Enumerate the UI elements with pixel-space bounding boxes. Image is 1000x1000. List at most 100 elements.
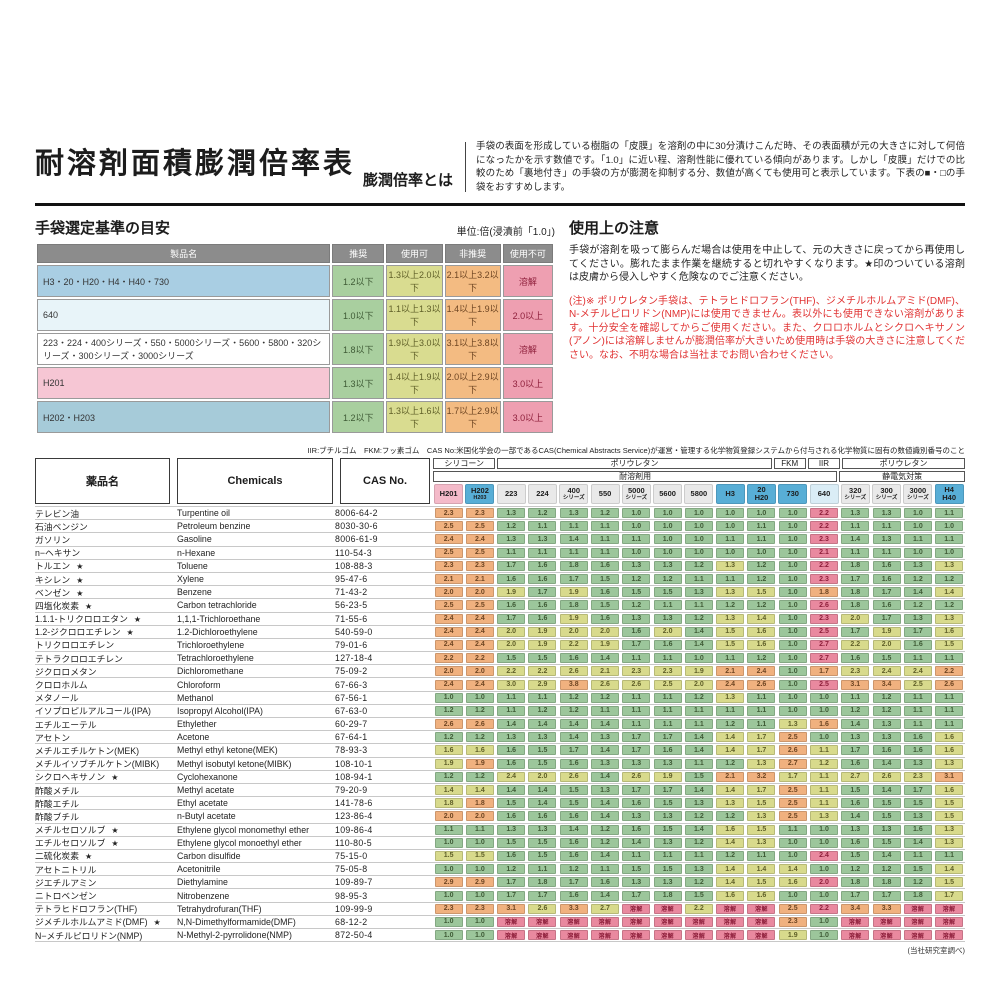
value-slot: 1.2 xyxy=(746,574,777,585)
rating-cell: 1.0 xyxy=(778,600,807,611)
product-header-slot: 20 H20 xyxy=(746,484,777,504)
rating-cell: 1.3 xyxy=(622,613,651,624)
purpose-group-label: 静電気対策 xyxy=(839,471,965,482)
rating-cell: 2.7 xyxy=(841,771,870,782)
rating-cell: 1.2 xyxy=(528,508,557,519)
value-slot: 1.5 xyxy=(871,811,902,822)
solubility-cell: 溶解 xyxy=(622,903,651,914)
rating-cell: 1.2 xyxy=(747,574,776,585)
value-slot: 1.2 xyxy=(621,574,652,585)
value-slot: 1.0 xyxy=(433,930,464,941)
value-slot: 1.2 xyxy=(902,574,933,585)
value-slot: 1.5 xyxy=(652,587,683,598)
value-slot: 1.3 xyxy=(871,534,902,545)
rating-cell: 1.4 xyxy=(497,719,526,730)
value-slot: 1.2 xyxy=(652,574,683,585)
usage-note-black: 手袋が溶剤を吸って膨らんだ場合は使用を中止して、元の大きさに戻ってから再使用して… xyxy=(569,245,965,283)
value-slot: 1.6 xyxy=(902,745,933,756)
chemical-name-jp: メチルイソブチルケトン(MIBK) xyxy=(35,759,160,770)
product-sublabel: H40 xyxy=(942,493,957,502)
value-slot: 1.6 xyxy=(746,890,777,901)
rating-cell: 1.6 xyxy=(559,811,588,822)
value-slot: 1.3 xyxy=(652,613,683,624)
rating-cell: 1.2 xyxy=(716,758,745,769)
rating-cell: 1.0 xyxy=(434,837,463,848)
rating-cell: 2.3 xyxy=(434,508,463,519)
value-slot: 1.6 xyxy=(621,798,652,809)
rating-cell: 1.0 xyxy=(465,916,494,927)
header-rule xyxy=(35,203,965,206)
rating-cell: 1.8 xyxy=(841,600,870,611)
value-slot: 1.3 xyxy=(746,837,777,848)
rating-range-cell: 溶解 xyxy=(502,333,553,365)
value-slot: 1.4 xyxy=(558,719,589,730)
value-slot: 1.3 xyxy=(715,587,746,598)
cas-number: 8006-61-9 xyxy=(335,534,378,545)
product-sublabel: H20 xyxy=(754,493,769,502)
chemical-name-en: Ethylene glycol monoethyl ether xyxy=(177,837,302,848)
value-slot: 1.1 xyxy=(808,785,839,796)
value-slot: 1.1 xyxy=(683,758,714,769)
value-slot: 1.1 xyxy=(621,653,652,664)
chemical-name-en: N,N-Dimethylformamide(DMF) xyxy=(177,916,296,927)
rating-cell: 2.5 xyxy=(778,811,807,822)
rating-cell: 1.0 xyxy=(810,705,839,716)
value-slot: 1.0 xyxy=(433,837,464,848)
rating-cell: 1.1 xyxy=(497,692,526,703)
rating-cell: 2.5 xyxy=(434,521,463,532)
value-slot: 2.3 xyxy=(808,574,839,585)
value-slot: 3.0 xyxy=(496,679,527,690)
value-slot: 1.2 xyxy=(746,653,777,664)
cas-number: 75-09-2 xyxy=(335,666,368,677)
value-slot: 2.3 xyxy=(433,903,464,914)
value-slot: 1.0 xyxy=(777,679,808,690)
rating-cell: 1.6 xyxy=(497,850,526,861)
rating-cell: 1.3 xyxy=(591,732,620,743)
rating-cell: 1.0 xyxy=(778,653,807,664)
rating-cell: 1.2 xyxy=(684,811,713,822)
rating-cell: 1.3 xyxy=(591,785,620,796)
rating-cell: 1.9 xyxy=(559,613,588,624)
rating-cell: 2.2 xyxy=(810,903,839,914)
rating-cell: 1.6 xyxy=(497,811,526,822)
value-slot: 1.0 xyxy=(683,521,714,532)
rating-cell: 2.4 xyxy=(747,666,776,677)
value-slot: 1.6 xyxy=(558,653,589,664)
product-label: H201 xyxy=(439,489,458,498)
rating-cell: 1.7 xyxy=(528,587,557,598)
value-slot: 溶解 xyxy=(496,930,527,941)
rating-cell: 1.3 xyxy=(903,613,932,624)
chemical-name-jp: テレビン油 xyxy=(35,508,79,519)
rating-cell: 1.4 xyxy=(528,785,557,796)
rating-cell: 1.0 xyxy=(810,864,839,875)
rating-cell: 1.2 xyxy=(684,692,713,703)
rating-cell: 2.1 xyxy=(591,666,620,677)
rating-cell: 1.6 xyxy=(591,613,620,624)
rating-cell: 1.7 xyxy=(559,877,588,888)
rating-cell: 1.1 xyxy=(684,705,713,716)
value-slot: 1.7 xyxy=(746,785,777,796)
rating-cell: 1.4 xyxy=(716,837,745,848)
value-slot: 2.5 xyxy=(777,811,808,822)
value-slot: 溶解 xyxy=(652,930,683,941)
solubility-cell: 溶解 xyxy=(528,930,557,941)
value-slot: 1.2 xyxy=(683,613,714,624)
value-slot: 1.0 xyxy=(902,508,933,519)
rating-cell: 1.0 xyxy=(465,837,494,848)
chemical-name-jp: 1.2-ジクロロエチレン ★ xyxy=(35,627,134,638)
rating-cell: 1.0 xyxy=(747,508,776,519)
cas-number: 75-05-8 xyxy=(335,864,368,875)
rating-cell: 1.4 xyxy=(684,626,713,637)
product-header-slot: H202 H203 xyxy=(464,484,495,504)
rating-cell: 1.3 xyxy=(935,560,964,571)
value-slot: 1.3 xyxy=(652,758,683,769)
solubility-cell: 溶解 xyxy=(497,930,526,941)
rating-cell: 1.7 xyxy=(622,732,651,743)
chemical-name-en: Chloroform xyxy=(177,679,221,690)
cas-number: 67-56-1 xyxy=(335,692,368,703)
product-header-slot: 3000 シリーズ xyxy=(902,484,933,504)
rating-cell: 1.9 xyxy=(684,666,713,677)
rating-cell: 1.3 xyxy=(872,719,901,730)
value-slot: 2.0 xyxy=(558,626,589,637)
value-slot: 1.4 xyxy=(589,798,620,809)
